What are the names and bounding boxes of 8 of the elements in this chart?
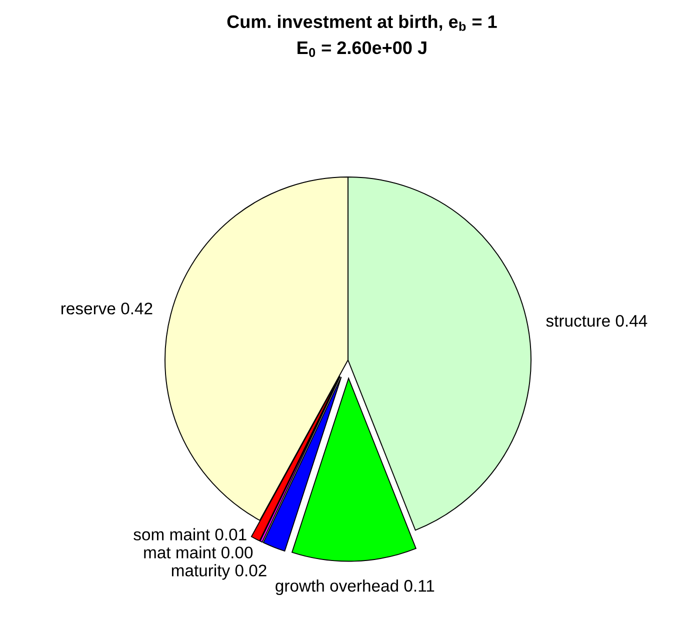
slice-label: som maint 0.01: [134, 528, 246, 540]
slice-label: maturity 0.02: [172, 564, 266, 580]
slice-label: growth overhead 0.11: [276, 579, 434, 596]
slice-label: reserve 0.42: [61, 302, 152, 314]
slice-label: structure 0.44: [546, 314, 648, 327]
chart-title: Cum. investment at birth, e$_{b}$ = 1: [227, 14, 497, 31]
chart-subtitle: E$_{0}$ = 2.60e+00 J: [298, 41, 426, 57]
slice-label: mat maint 0.00: [144, 546, 253, 558]
